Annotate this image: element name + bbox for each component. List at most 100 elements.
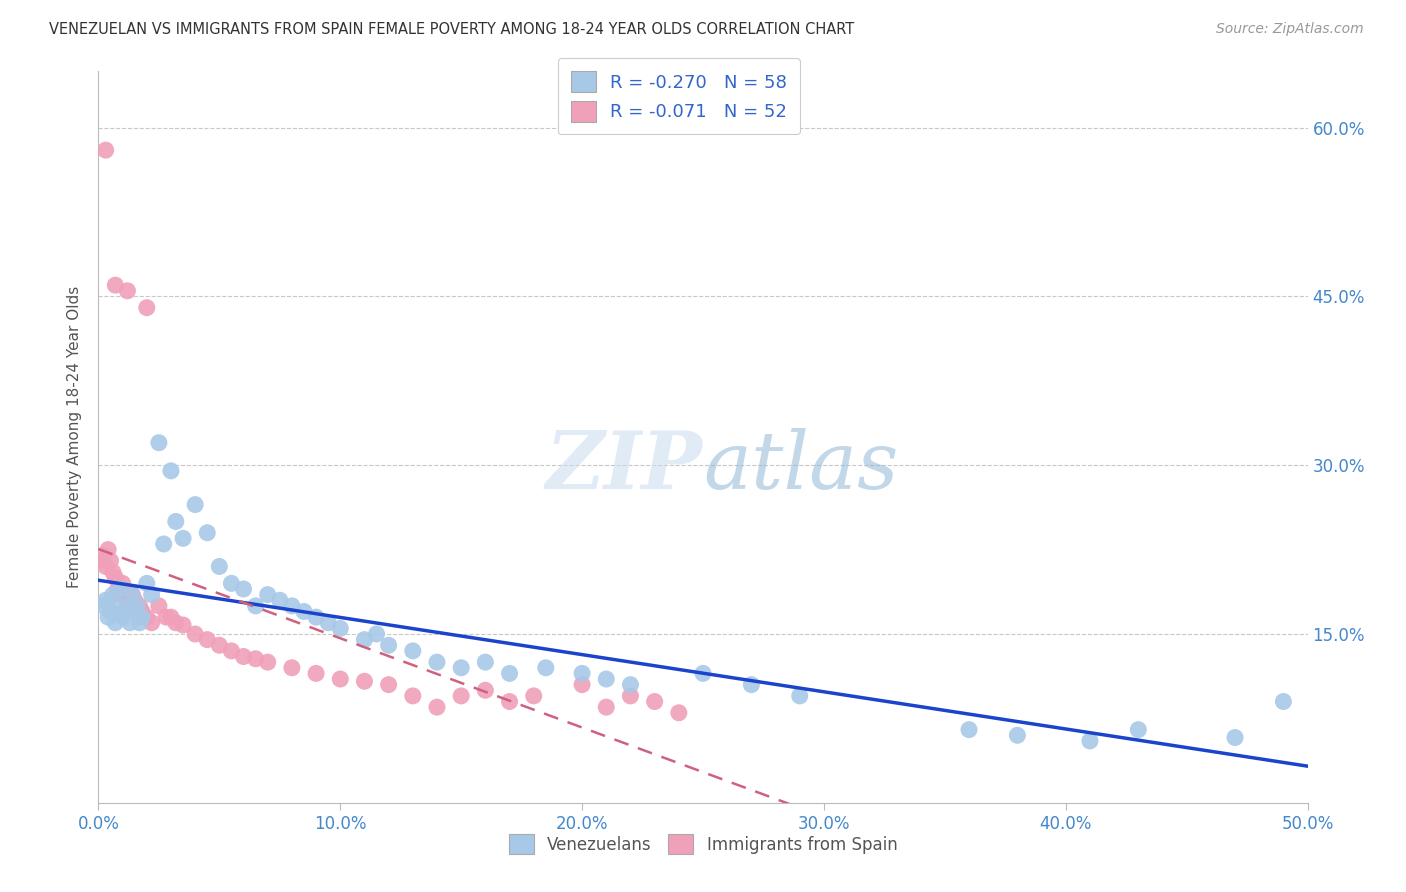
- Point: [172, 618, 194, 632]
- Point: [101, 565, 124, 579]
- Point: [94, 143, 117, 157]
- Point: [131, 605, 153, 619]
- Point: [184, 498, 207, 512]
- Point: [281, 661, 304, 675]
- Point: [571, 666, 593, 681]
- Point: [402, 644, 425, 658]
- Point: [148, 435, 170, 450]
- Point: [208, 638, 231, 652]
- Y-axis label: Female Poverty Among 18-24 Year Olds: Female Poverty Among 18-24 Year Olds: [67, 286, 83, 588]
- Point: [305, 610, 328, 624]
- Point: [245, 652, 267, 666]
- Text: Source: ZipAtlas.com: Source: ZipAtlas.com: [1216, 22, 1364, 37]
- Point: [160, 464, 183, 478]
- Point: [121, 588, 143, 602]
- Point: [534, 661, 557, 675]
- Point: [450, 689, 472, 703]
- Point: [426, 655, 449, 669]
- Point: [124, 605, 146, 619]
- Point: [148, 599, 170, 613]
- Point: [619, 678, 641, 692]
- Point: [619, 689, 641, 703]
- Point: [165, 515, 187, 529]
- Point: [127, 599, 149, 613]
- Text: ZIP: ZIP: [546, 427, 703, 505]
- Point: [269, 593, 291, 607]
- Point: [90, 554, 112, 568]
- Point: [160, 610, 183, 624]
- Point: [131, 610, 153, 624]
- Point: [474, 655, 496, 669]
- Point: [117, 284, 139, 298]
- Point: [644, 694, 666, 708]
- Point: [94, 559, 117, 574]
- Point: [498, 694, 520, 708]
- Point: [740, 678, 762, 692]
- Point: [329, 672, 352, 686]
- Point: [114, 588, 136, 602]
- Point: [450, 661, 472, 675]
- Point: [117, 593, 139, 607]
- Point: [256, 655, 278, 669]
- Point: [111, 576, 134, 591]
- Point: [692, 666, 714, 681]
- Text: atlas: atlas: [703, 427, 898, 505]
- Point: [97, 542, 120, 557]
- Point: [127, 599, 149, 613]
- Point: [232, 649, 254, 664]
- Point: [221, 644, 243, 658]
- Point: [305, 666, 328, 681]
- Point: [118, 615, 141, 630]
- Point: [141, 615, 163, 630]
- Point: [957, 723, 980, 737]
- Point: [1128, 723, 1150, 737]
- Point: [118, 599, 141, 613]
- Point: [1007, 728, 1029, 742]
- Point: [124, 593, 146, 607]
- Point: [377, 678, 399, 692]
- Point: [91, 599, 114, 613]
- Point: [1223, 731, 1246, 745]
- Point: [195, 525, 218, 540]
- Point: [94, 593, 117, 607]
- Point: [91, 548, 114, 562]
- Point: [245, 599, 267, 613]
- Point: [155, 610, 177, 624]
- Point: [165, 615, 187, 630]
- Point: [498, 666, 520, 681]
- Point: [402, 689, 425, 703]
- Point: [316, 615, 339, 630]
- Point: [107, 599, 129, 613]
- Point: [135, 301, 157, 315]
- Point: [523, 689, 546, 703]
- Point: [107, 582, 129, 596]
- Point: [208, 559, 231, 574]
- Point: [108, 588, 131, 602]
- Point: [101, 588, 124, 602]
- Point: [377, 638, 399, 652]
- Point: [366, 627, 388, 641]
- Point: [135, 610, 157, 624]
- Point: [128, 599, 150, 613]
- Point: [184, 627, 207, 641]
- Point: [232, 582, 254, 596]
- Point: [595, 672, 617, 686]
- Point: [281, 599, 304, 613]
- Point: [172, 532, 194, 546]
- Point: [104, 615, 127, 630]
- Point: [114, 605, 136, 619]
- Point: [104, 571, 127, 585]
- Point: [571, 678, 593, 692]
- Point: [353, 674, 375, 689]
- Text: VENEZUELAN VS IMMIGRANTS FROM SPAIN FEMALE POVERTY AMONG 18-24 YEAR OLDS CORRELA: VENEZUELAN VS IMMIGRANTS FROM SPAIN FEMA…: [49, 22, 855, 37]
- Point: [108, 582, 131, 596]
- Point: [195, 632, 218, 647]
- Point: [152, 537, 174, 551]
- Point: [292, 605, 315, 619]
- Point: [789, 689, 811, 703]
- Point: [256, 588, 278, 602]
- Point: [595, 700, 617, 714]
- Point: [128, 615, 150, 630]
- Point: [221, 576, 243, 591]
- Legend: Venezuelans, Immigrants from Spain: Venezuelans, Immigrants from Spain: [502, 828, 904, 860]
